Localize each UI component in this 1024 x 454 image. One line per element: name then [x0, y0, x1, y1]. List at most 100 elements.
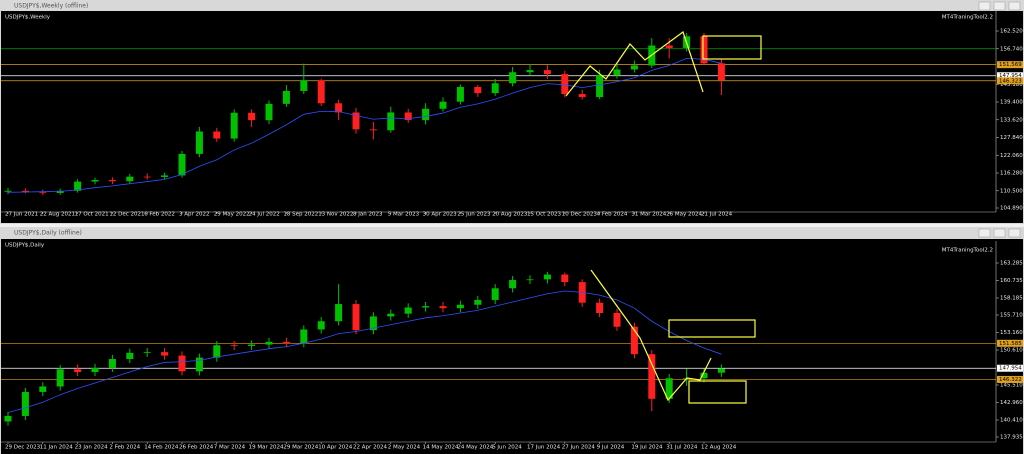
candle-body — [369, 316, 377, 331]
candle-body — [143, 352, 151, 353]
x-tick-label: 7 Mar 2024 — [214, 445, 246, 451]
y-tick-label: 163.285 — [1000, 260, 1023, 266]
candle-body — [74, 181, 82, 191]
y-tick-label: 150.610 — [1000, 347, 1023, 353]
candle-body — [387, 313, 395, 317]
candle-body — [404, 112, 412, 121]
candle-body — [613, 312, 621, 327]
minimize-button[interactable] — [978, 228, 991, 238]
x-tick-label: 20 Aug 2023 — [492, 212, 528, 218]
y-tick-label: 116.280 — [1000, 171, 1023, 177]
y-tick-label: 137.935 — [1000, 435, 1023, 441]
level-label: 146.322 — [999, 377, 1022, 383]
minimize-button[interactable] — [978, 1, 991, 11]
close-button[interactable] — [1008, 1, 1021, 11]
x-tick-label: 19 Jul 2024 — [631, 445, 663, 451]
maximize-button[interactable] — [993, 1, 1006, 11]
x-tick-label: 14 May 2024 — [423, 445, 459, 451]
indicator-name: MT4TraningTool2.2 — [942, 15, 993, 21]
candle-body — [195, 131, 203, 154]
zone-box — [702, 35, 762, 60]
daily-chart-bg — [1, 239, 1023, 454]
candle-body — [456, 86, 464, 102]
window-title: USDJPY$,Weekly (offline) — [14, 3, 88, 10]
annotations — [565, 31, 762, 404]
candle-body — [282, 341, 290, 344]
level-label: 151.569 — [999, 62, 1022, 68]
x-tick-label: 19 Mar 2024 — [249, 445, 284, 451]
candle-body — [387, 112, 395, 131]
candle-body — [561, 274, 569, 283]
y-tick-label: 127.840 — [1000, 135, 1023, 141]
x-tick-label: 14 Feb 2024 — [144, 445, 179, 451]
candle-body — [126, 176, 134, 182]
maximize-button[interactable] — [993, 228, 1006, 238]
candle-body — [543, 274, 551, 280]
x-tick-label: 24 May 2024 — [457, 445, 493, 451]
x-tick-label: 22 Aug 2021 — [40, 212, 75, 218]
candle-body — [126, 352, 134, 359]
candle-body — [596, 74, 604, 98]
x-tick-label: 10 Dec 2023 — [562, 212, 598, 218]
x-tick-label: 6 Feb 2022 — [144, 212, 175, 218]
window-buttons[interactable] — [978, 1, 1021, 238]
y-tick-label: 158.185 — [1000, 295, 1023, 301]
y-tick-label: 145.180 — [1000, 82, 1023, 88]
candle-body — [74, 369, 82, 373]
level-label-bg — [997, 375, 1023, 383]
y-tick-label: 139.400 — [1000, 100, 1023, 106]
level-label: 151.585 — [999, 341, 1022, 347]
candle-body — [491, 288, 499, 300]
y-tick-label: 153.160 — [1000, 330, 1023, 336]
x-tick-label: 4 Feb 2024 — [597, 212, 628, 218]
candle-body — [56, 190, 64, 193]
candle-body — [491, 83, 499, 94]
y-tick-label: 122.060 — [1000, 153, 1023, 159]
candle-body — [700, 36, 708, 64]
chart-title: USDJPY$,Weekly — [5, 15, 51, 21]
close-button[interactable] — [1008, 228, 1021, 238]
candle-body — [630, 326, 638, 355]
candle-body — [91, 180, 99, 182]
x-tick-label: 3 Apr 2022 — [179, 212, 210, 218]
x-tick-label: 10 Apr 2024 — [318, 445, 353, 451]
x-tick-label: 9 Jul 2024 — [597, 445, 625, 451]
level-label: 146.323 — [999, 78, 1022, 84]
x-tick-label: 11 Jan 2024 — [40, 445, 73, 451]
x-tick-label: 18 Sep 2022 — [283, 212, 318, 218]
candle-body — [700, 372, 708, 379]
candle-body — [439, 101, 447, 109]
level-label-bg — [997, 77, 1023, 85]
candle-body — [39, 192, 47, 194]
x-tick-label: 17 Jun 2024 — [527, 445, 561, 451]
x-tick-label: 5 Mar 2023 — [388, 212, 420, 218]
x-tick-label: 24 Jul 2022 — [249, 212, 280, 218]
chart-title: USDJPY$,Daily — [5, 243, 45, 249]
level-label-bg — [997, 339, 1023, 347]
candle-body — [161, 352, 169, 356]
candle-body — [352, 304, 360, 331]
candle-body — [648, 354, 656, 399]
x-tick-label: 12 Dec 2021 — [109, 212, 144, 218]
y-tick-label: 145.510 — [1000, 383, 1023, 389]
x-tick-label: 13 Nov 2022 — [318, 212, 353, 218]
candle-body — [143, 176, 151, 178]
x-tick-label: 31 Mar 2024 — [631, 212, 666, 218]
candle-body — [526, 279, 534, 281]
x-tick-label: 27 Jun 2021 — [5, 212, 38, 218]
candle-body — [248, 344, 256, 346]
x-tick-label: 26 Feb 2024 — [179, 445, 214, 451]
x-tick-label: 29 May 2022 — [214, 212, 250, 218]
candle-body — [91, 367, 99, 373]
candle-body — [108, 180, 116, 182]
zigzag — [565, 31, 704, 97]
x-tick-label: 31 Jul 2024 — [666, 445, 698, 451]
candle-body — [665, 45, 673, 48]
candle-body — [213, 345, 221, 358]
candle-body — [317, 321, 325, 330]
candle-body — [630, 65, 638, 70]
candle-body — [56, 369, 64, 387]
candle-body — [509, 280, 517, 289]
y-tick-label: 155.710 — [1000, 312, 1023, 318]
